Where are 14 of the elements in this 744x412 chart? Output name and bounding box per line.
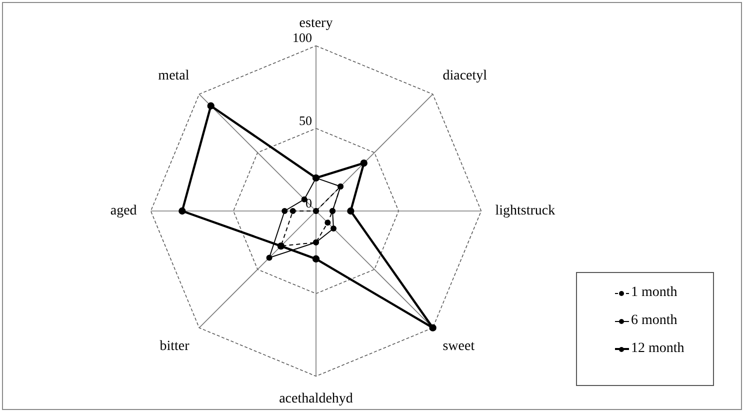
spoke-label: metal <box>158 68 190 84</box>
spoke-label: lightstruck <box>495 204 556 219</box>
spoke-label: diacetyl <box>442 68 488 84</box>
spoke-label: estery <box>299 16 333 32</box>
spoke-label: bitter <box>160 338 190 354</box>
spoke-label: sweet <box>442 338 475 354</box>
y-tick-label: 50 <box>299 112 312 128</box>
y-tick-label: 0 <box>306 195 312 210</box>
legend-label: 1 month <box>631 285 678 301</box>
y-tick-label: 100 <box>292 30 312 46</box>
legend-label: 12 month <box>631 341 684 357</box>
spoke-label: aged <box>110 204 137 219</box>
spoke-label: acethaldehyd <box>279 391 353 406</box>
legend-label: 6 month <box>631 313 678 329</box>
